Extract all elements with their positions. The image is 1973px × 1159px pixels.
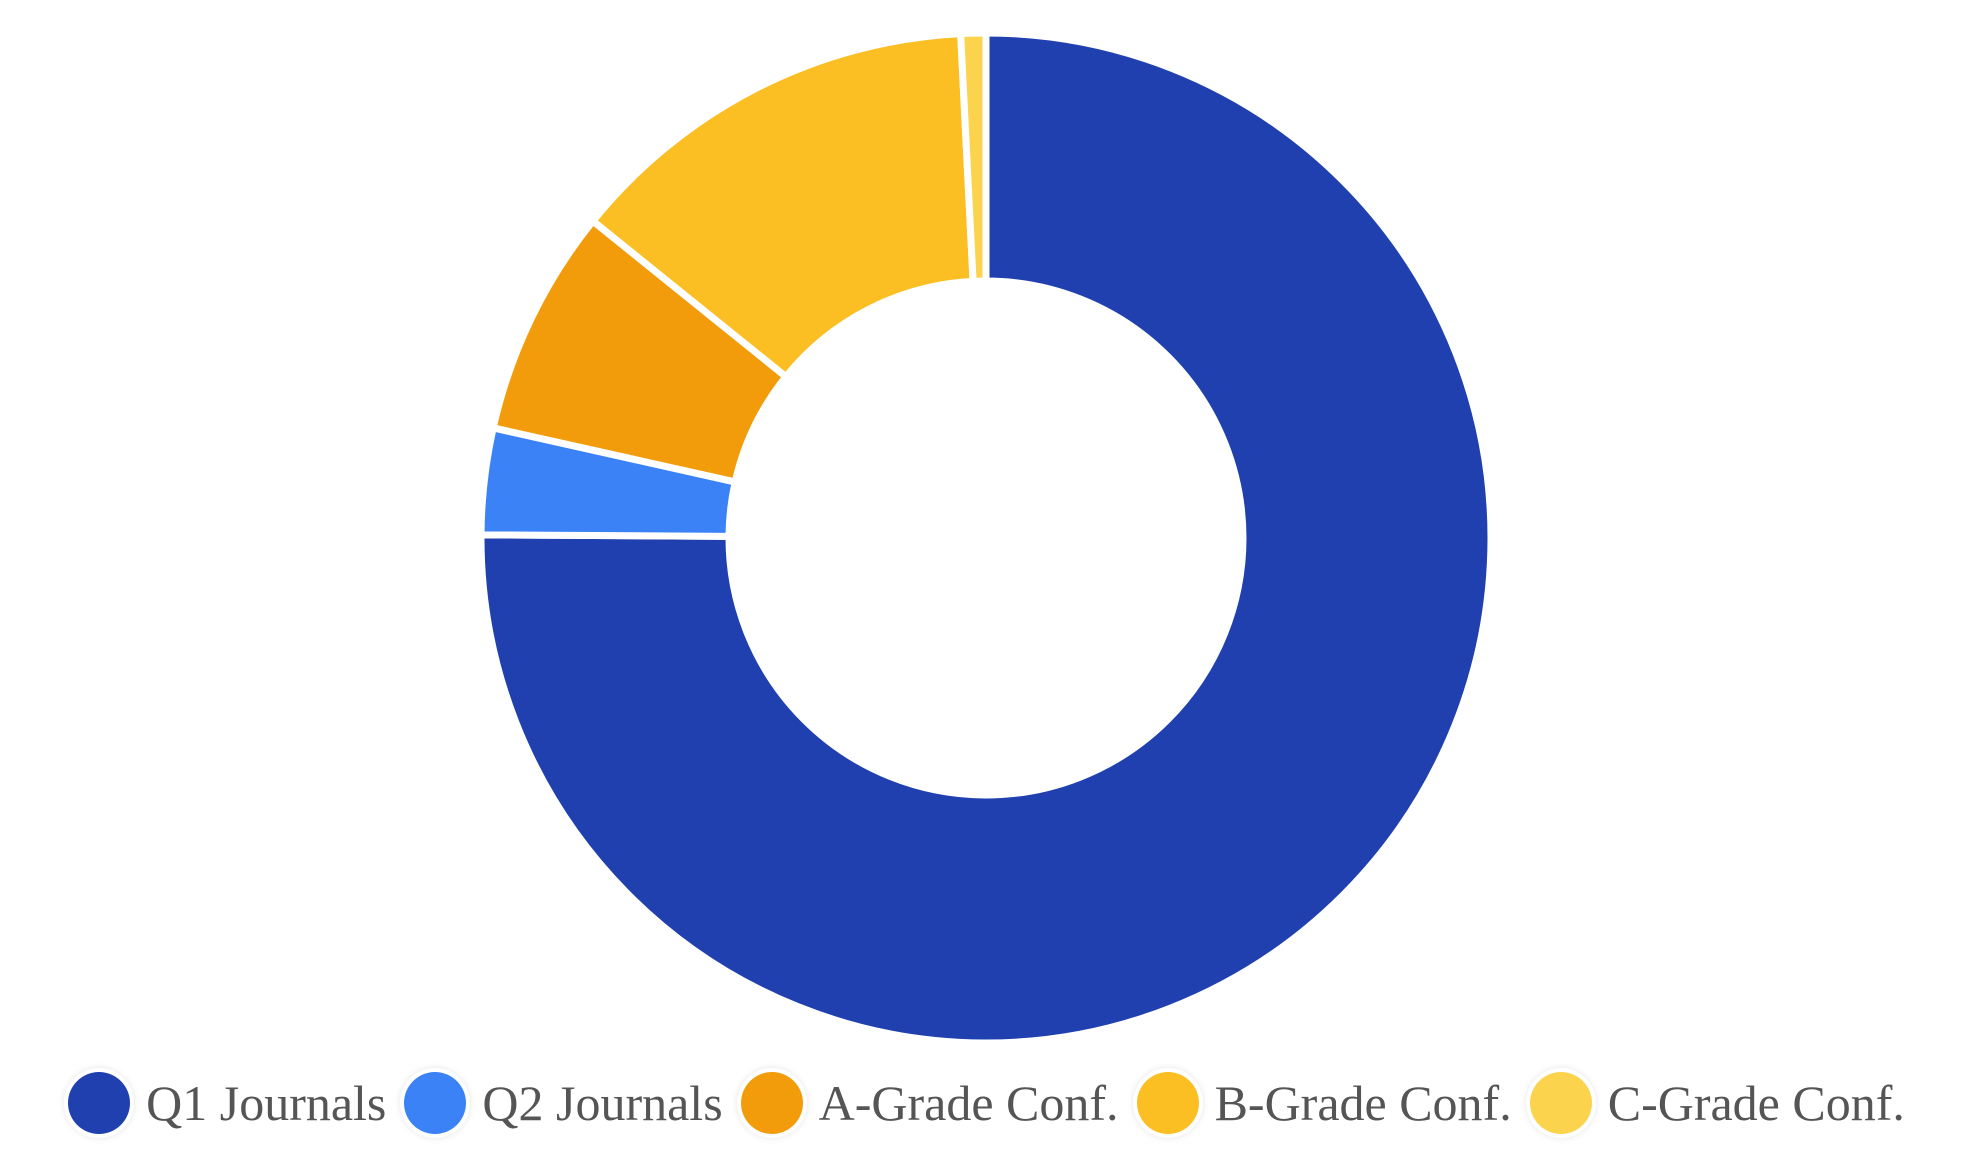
doughnut-chart (477, 29, 1495, 1047)
legend-label: Q2 Journals (482, 1075, 723, 1131)
legend-swatch-icon (1136, 1072, 1199, 1134)
legend-label: B-Grade Conf. (1214, 1075, 1512, 1131)
legend-item-c-grade-conf[interactable]: C-Grade Conf. (1529, 1072, 1905, 1134)
legend-label: A-Grade Conf. (818, 1075, 1119, 1131)
legend-swatch-icon (740, 1072, 803, 1134)
legend-item-q1-journals[interactable]: Q1 Journals (68, 1072, 386, 1134)
legend-swatch-icon (404, 1072, 467, 1134)
legend-item-b-grade-conf[interactable]: B-Grade Conf. (1136, 1072, 1512, 1134)
chart-slices (477, 29, 1495, 1047)
legend-item-a-grade-conf[interactable]: A-Grade Conf. (740, 1072, 1119, 1134)
slice-b-grade-conf[interactable] (589, 30, 977, 381)
legend-label: C-Grade Conf. (1607, 1075, 1905, 1131)
slice-c-grade-conf[interactable] (957, 29, 990, 285)
legend-item-q2-journals[interactable]: Q2 Journals (404, 1072, 723, 1134)
legend-swatch-icon (1529, 1072, 1592, 1134)
legend-label: Q1 Journals (146, 1075, 387, 1131)
chart-legend: Q1 Journals Q2 Journals A-Grade Conf. B-Gra… (0, 1058, 1973, 1148)
slice-q1-journals[interactable] (477, 29, 1495, 1047)
legend-swatch-icon (68, 1072, 131, 1134)
